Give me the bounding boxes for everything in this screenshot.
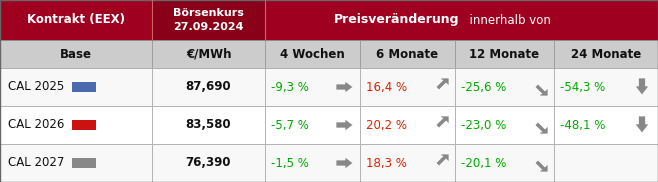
Bar (554, 106, 658, 144)
Polygon shape (535, 160, 548, 172)
Text: -54,3 %: -54,3 % (560, 80, 605, 94)
Bar (72, 158, 96, 168)
Bar (152, 40, 265, 68)
Text: 24 Monate: 24 Monate (571, 48, 641, 60)
Text: innerhalb von: innerhalb von (461, 13, 550, 27)
Text: -25,6 %: -25,6 % (461, 80, 507, 94)
Text: 16,4 %: 16,4 % (366, 80, 407, 94)
Text: €/MWh: €/MWh (186, 48, 231, 60)
Bar (72, 120, 96, 130)
Text: -1,5 %: -1,5 % (271, 157, 309, 169)
Bar (554, 68, 658, 106)
Bar (265, 106, 360, 144)
Bar (152, 68, 265, 106)
Polygon shape (535, 122, 548, 134)
Bar (0, 144, 152, 182)
Text: 18,3 %: 18,3 % (366, 157, 407, 169)
Bar (0, 106, 152, 144)
Polygon shape (336, 119, 353, 131)
Bar (455, 68, 554, 106)
Text: -9,3 %: -9,3 % (271, 80, 309, 94)
Polygon shape (436, 116, 449, 128)
Bar (0, 0, 152, 40)
Text: 76,390: 76,390 (186, 157, 231, 169)
Bar (265, 68, 360, 106)
Bar (265, 0, 658, 40)
Bar (455, 106, 554, 144)
Text: Preisveränderung: Preisveränderung (334, 13, 459, 27)
Text: 12 Monate: 12 Monate (469, 48, 540, 60)
Bar (152, 106, 265, 144)
Bar (0, 68, 152, 106)
Bar (152, 0, 265, 40)
Text: Base: Base (60, 48, 92, 60)
Text: -48,1 %: -48,1 % (560, 118, 605, 132)
Polygon shape (336, 157, 353, 169)
Bar (72, 82, 96, 92)
Bar (360, 106, 455, 144)
Text: CAL 2026: CAL 2026 (8, 118, 64, 132)
Text: CAL 2027: CAL 2027 (8, 157, 64, 169)
Bar (265, 144, 360, 182)
Polygon shape (535, 84, 548, 96)
Polygon shape (635, 116, 649, 133)
Polygon shape (635, 78, 649, 95)
Text: Börsenkurs
27.09.2024: Börsenkurs 27.09.2024 (173, 8, 244, 32)
Bar (455, 40, 554, 68)
Text: -5,7 %: -5,7 % (271, 118, 309, 132)
Bar (360, 40, 455, 68)
Bar (554, 144, 658, 182)
Bar (0, 40, 152, 68)
Bar (455, 144, 554, 182)
Bar (554, 40, 658, 68)
Bar (265, 40, 360, 68)
Text: 6 Monate: 6 Monate (376, 48, 439, 60)
Polygon shape (436, 78, 449, 90)
Text: 87,690: 87,690 (186, 80, 232, 94)
Text: 4 Wochen: 4 Wochen (280, 48, 345, 60)
Bar (152, 144, 265, 182)
Text: 20,2 %: 20,2 % (366, 118, 407, 132)
Text: CAL 2025: CAL 2025 (8, 80, 64, 94)
Bar (360, 68, 455, 106)
Polygon shape (336, 81, 353, 93)
Polygon shape (436, 154, 449, 166)
Text: Kontrakt (EEX): Kontrakt (EEX) (27, 13, 125, 27)
Text: 83,580: 83,580 (186, 118, 232, 132)
Bar (360, 144, 455, 182)
Text: -23,0 %: -23,0 % (461, 118, 506, 132)
Text: -20,1 %: -20,1 % (461, 157, 507, 169)
